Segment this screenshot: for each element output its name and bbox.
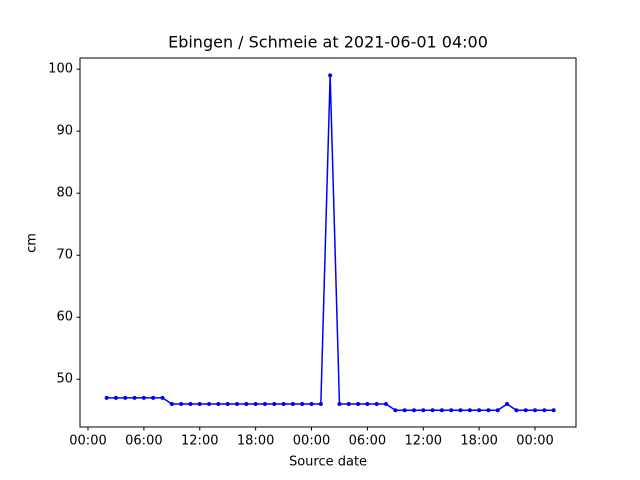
point [179,402,184,407]
point [449,408,454,413]
point [253,402,258,407]
point [328,73,333,78]
plot-frame [79,57,577,428]
y-tick-label: 90 [56,124,73,139]
point [477,408,482,413]
y-tick-label: 60 [56,310,73,325]
x-axis-label: Source date [289,455,367,470]
point [123,395,128,400]
point [197,402,202,407]
x-tick-label: 00:00 [516,434,553,449]
point [309,402,314,407]
x-tick-label: 12:00 [405,434,442,449]
point [104,395,109,400]
point [188,402,193,407]
point [411,408,416,413]
point [346,402,351,407]
y-tick-label: 50 [56,372,73,387]
point [132,395,137,400]
point [207,402,212,407]
x-tick-label: 06:00 [349,434,386,449]
point [225,402,230,407]
point [141,395,146,400]
x-tick-label: 06:00 [125,434,162,449]
point [290,402,295,407]
point [300,402,305,407]
point [272,402,277,407]
line [106,75,554,412]
point [439,408,444,413]
point [384,402,389,407]
point [514,408,519,413]
point [542,408,547,413]
x-tick-label: 18:00 [460,434,497,449]
point [486,408,491,413]
x-tick-label: 00:00 [69,434,106,449]
point [356,402,361,407]
point [402,408,407,413]
x-tick-label: 12:00 [181,434,218,449]
y-tick-label: 70 [56,248,73,263]
point [113,395,118,400]
point [467,408,472,413]
point [393,408,398,413]
point [216,402,221,407]
point [337,402,342,407]
point [458,408,463,413]
y-axis-label: cm [25,233,40,253]
point [262,402,267,407]
point [365,402,370,407]
y-tick-label: 100 [48,62,73,77]
point [151,395,156,400]
point [169,402,174,407]
point [505,402,510,407]
x-tick-label: 00:00 [293,434,330,449]
point [430,408,435,413]
point [235,402,240,407]
x-tick-label: 18:00 [237,434,274,449]
point [318,402,323,407]
point [523,408,528,413]
point [374,402,379,407]
point [244,402,249,407]
point [495,408,500,413]
point [160,395,165,400]
point [421,408,426,413]
chart-title: Ebingen / Schmeie at 2021-06-01 04:00 [168,33,488,52]
point [281,402,286,407]
point [551,408,556,413]
point [533,408,538,413]
y-tick-label: 80 [56,186,73,201]
